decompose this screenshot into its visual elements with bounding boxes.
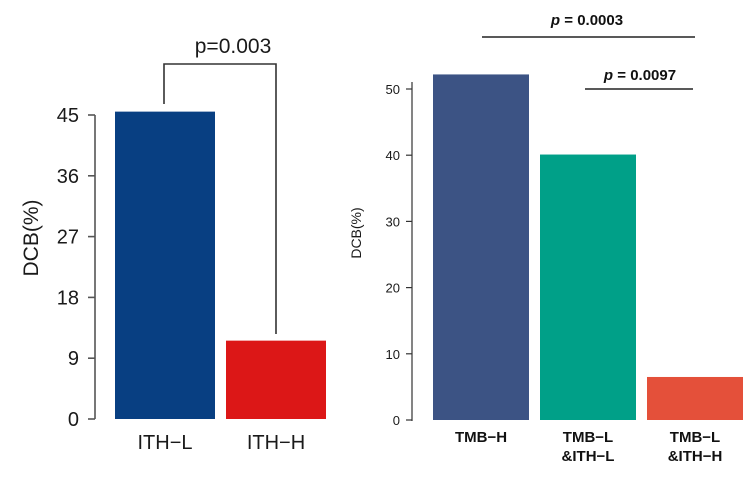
right-x-tick-label-0: TMB−H [455,429,507,446]
right-p-value-1-text: = 0.0003 [560,12,623,29]
right-y-tick-label-5: 50 [386,82,400,97]
left-y-tick-label-4: 36 [57,166,79,188]
right-p-value-2-text: = 0.0097 [613,67,676,84]
right-y-tick-label-4: 40 [386,148,400,163]
right-y-tick-label-2: 20 [386,281,400,296]
left-bars [115,111,326,419]
right-x-tick-label-2: TMB−L &ITH−H [668,429,723,465]
right-y-ticks: 0 10 20 30 40 50 [386,82,412,428]
right-bars [433,74,743,420]
left-x-tick-label-1: ITH−H [247,432,305,454]
right-x-tick-label-1: TMB−L &ITH−L [562,429,615,465]
right-y-tick-label-0: 0 [393,413,400,428]
right-p-value-1-p: p [550,12,560,29]
left-y-tick-label-1: 9 [68,348,79,370]
left-chart: DCB(%) 0 9 18 27 36 45 p=0.003 ITH−L ITH−H [20,35,326,454]
left-y-tick-label-2: 18 [57,287,79,309]
right-y-axis-title: DCB(%) [348,207,364,258]
right-bar-0 [433,74,529,420]
right-bar-2 [647,376,743,420]
left-p-value: p=0.003 [195,35,272,58]
right-bar-1 [540,154,636,420]
left-y-axis-title: DCB(%) [20,200,43,277]
right-chart: DCB(%) 0 10 20 30 40 50 p = 0.0003 p = 0.0097… [348,12,743,465]
left-y-tick-label-5: 45 [57,105,79,127]
left-y-ticks: 0 9 18 27 36 45 [57,105,95,431]
left-y-tick-label-0: 0 [68,409,79,431]
left-y-tick-label-3: 27 [57,227,79,249]
right-p-value-2: p = 0.0097 [603,67,676,84]
right-y-tick-label-1: 10 [386,347,400,362]
right-x-tick-labels: TMB−H TMB−L &ITH−L TMB−L &ITH−H [455,429,722,465]
left-significance-bracket [163,63,277,334]
left-bar-0 [115,111,215,419]
right-y-tick-label-3: 30 [386,214,400,229]
left-bar-1 [226,340,326,419]
right-p-value-2-p: p [603,67,613,84]
right-p-value-1: p = 0.0003 [550,12,623,29]
left-x-tick-label-0: ITH−L [137,432,192,454]
